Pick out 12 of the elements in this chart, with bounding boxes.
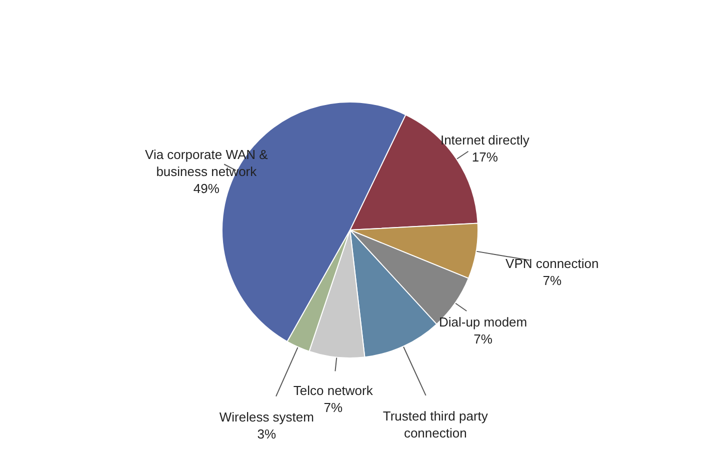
data-label: 7% [474, 331, 493, 346]
slice-label: Trusted third party connection [382, 408, 488, 440]
data-label: 7% [542, 273, 562, 288]
data-label: 7% [324, 400, 343, 416]
slice-label: Telco network [293, 383, 374, 398]
slice-label: VPN connection [506, 256, 599, 272]
data-label: 3% [257, 426, 277, 442]
slice-label: Internet directly [440, 132, 530, 148]
slice-label: Wireless system [219, 409, 314, 424]
data-label: 17% [472, 149, 498, 164]
data-label: 49% [193, 180, 220, 196]
slice-label: Dial-up modem [438, 314, 528, 330]
